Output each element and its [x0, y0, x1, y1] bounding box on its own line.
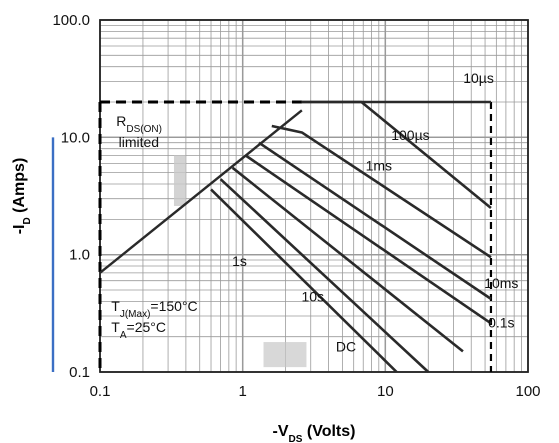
shaded-band [173, 155, 186, 206]
x-tick-label: 100 [515, 383, 540, 400]
curve-1s [231, 166, 464, 353]
curve-0.1s [244, 154, 492, 325]
rds-on-note-limited: limited [119, 134, 159, 150]
x-tick-label: 10 [377, 383, 394, 400]
curve-DC [210, 188, 398, 373]
annotation-10ms: 10ms [484, 275, 518, 291]
annotation-10µs: 10µs [463, 70, 494, 86]
curve-100µs [301, 100, 492, 209]
annotation-0.1s: 0.1s [488, 314, 514, 330]
plot-frame [99, 19, 529, 373]
shaded-band [263, 342, 307, 368]
y-tick-label: 100.0 [52, 12, 90, 29]
annotation-DC: DC [336, 338, 356, 354]
shaded-regions [173, 155, 307, 368]
tj-note: TJ(Max)=150°C [111, 298, 197, 320]
curve-10s [219, 178, 430, 373]
annotations: 10µs 100µs 1ms 10ms 0.1s 1s 10s DC RDS(ON)limite… [111, 70, 518, 354]
annotation-10s: 10s [301, 288, 324, 304]
axis-labels: -VDS (Volts) -ID (Amps) [11, 158, 355, 443]
annotation-100µs: 100µs [391, 127, 429, 143]
annotation-1s: 1s [232, 253, 247, 269]
x-tick-label: 0.1 [90, 383, 111, 400]
y-tick-label: 1.0 [69, 247, 90, 264]
x-tick-label: 1 [238, 383, 246, 400]
y-axis-label: -ID (Amps) [11, 158, 33, 235]
tick-labels: 0.1 1 10 100 100.0 10.0 1.0 0.1 [52, 12, 540, 400]
rds-on-note: RDS(ON) [116, 113, 162, 135]
x-axis-label: -VDS (Volts) [273, 423, 356, 443]
y-tick-label: 10.0 [61, 129, 90, 146]
curve-1ms [271, 124, 492, 259]
annotation-1ms: 1ms [366, 158, 392, 174]
grid [51, 19, 529, 373]
rds-on-limit-line [99, 109, 303, 274]
y-tick-label: 0.1 [69, 364, 90, 381]
curves [98, 100, 493, 373]
ta-note: TA=25°C [111, 319, 166, 341]
curve-10ms [258, 141, 492, 300]
